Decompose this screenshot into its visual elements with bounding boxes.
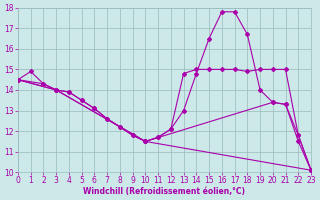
X-axis label: Windchill (Refroidissement éolien,°C): Windchill (Refroidissement éolien,°C) <box>84 187 245 196</box>
